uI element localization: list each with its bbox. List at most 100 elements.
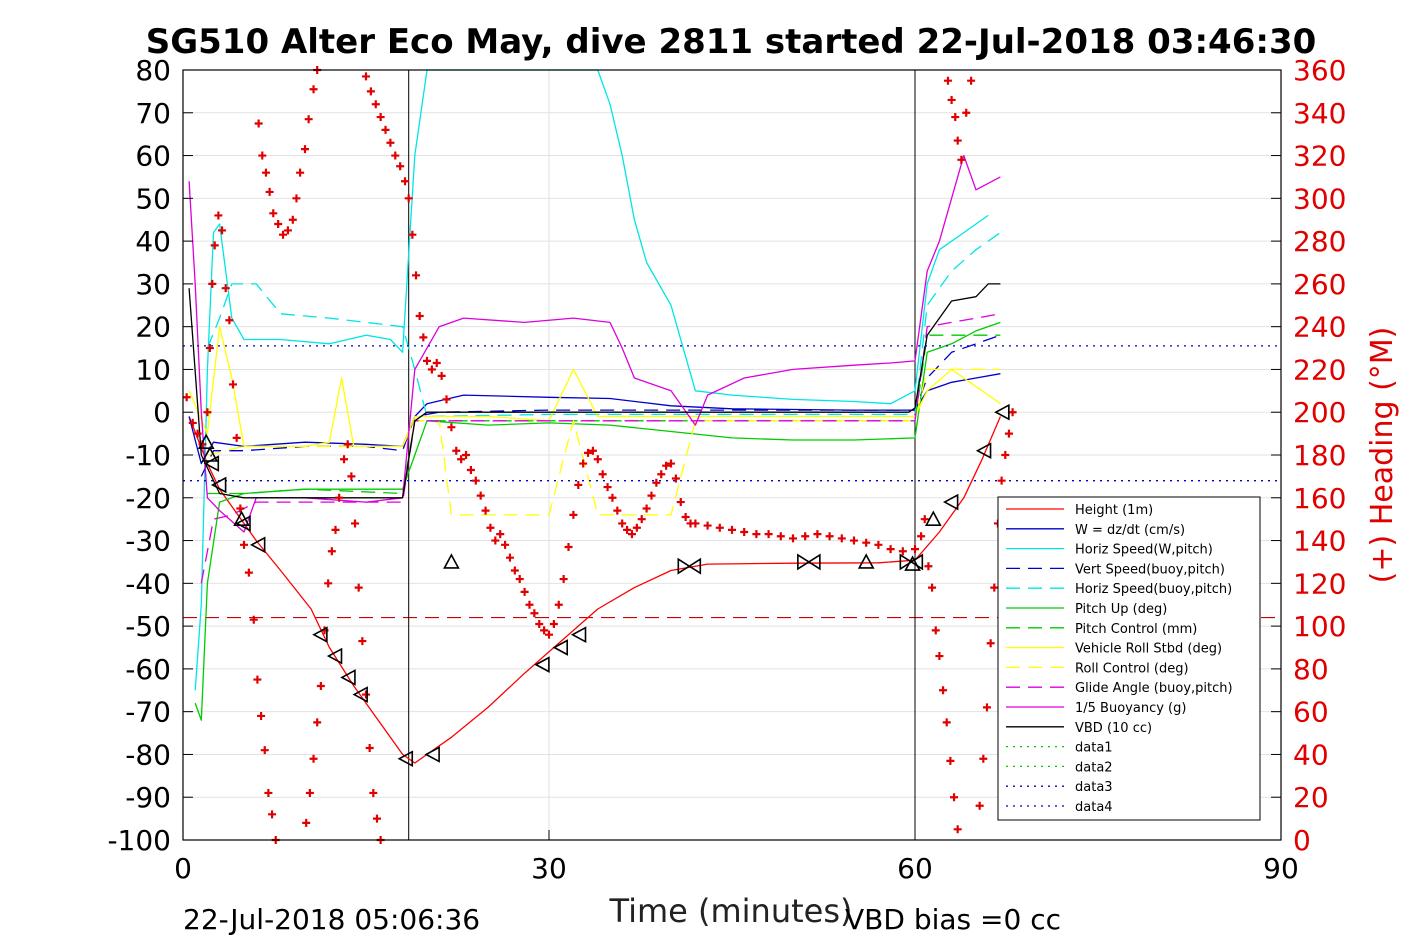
- y-tick-label: 80: [135, 54, 171, 87]
- legend-label: W = dz/dt (cm/s): [1075, 523, 1185, 538]
- heading-point: [862, 538, 871, 547]
- heading-point: [391, 151, 400, 160]
- heading-point: [579, 459, 588, 468]
- y2-tick-label: 180: [1293, 439, 1346, 472]
- heading-point: [225, 316, 234, 325]
- series-line-4: [206, 232, 1001, 418]
- y2-tick-label: 220: [1293, 353, 1346, 386]
- heading-point: [309, 85, 318, 94]
- heading-point: [264, 788, 273, 797]
- heading-point: [942, 718, 951, 727]
- heading-point: [265, 187, 274, 196]
- heading-point: [476, 491, 485, 500]
- heading-point: [740, 528, 749, 536]
- left-triangle-marker: [942, 493, 959, 511]
- heading-point: [244, 568, 253, 577]
- heading-point: [203, 408, 212, 417]
- y-tick-label: -70: [125, 696, 171, 729]
- heading-point: [462, 451, 471, 459]
- heading-point: [662, 461, 671, 470]
- heading-point: [442, 395, 451, 404]
- heading-point: [505, 553, 514, 562]
- legend-label: data1: [1075, 741, 1113, 756]
- heading-point: [381, 125, 390, 134]
- heading-point: [253, 675, 262, 684]
- heading-point: [667, 459, 675, 468]
- heading-point: [401, 177, 410, 186]
- heading-point: [193, 429, 202, 438]
- heading-point: [559, 575, 568, 584]
- left-triangle-marker: [203, 455, 220, 472]
- heading-point: [292, 194, 301, 203]
- heading-point: [588, 446, 597, 455]
- heading-point: [279, 230, 288, 239]
- left-triangle-marker: [235, 515, 251, 532]
- heading-point: [886, 545, 895, 554]
- y2-tick-label: 360: [1293, 54, 1346, 87]
- heading-point: [324, 579, 333, 588]
- heading-point: [501, 540, 510, 549]
- heading-point: [752, 530, 761, 539]
- heading-point: [309, 754, 318, 763]
- heading-point: [257, 711, 266, 720]
- legend-label: VBD (10 cc): [1075, 721, 1152, 736]
- up-triangle-marker: [197, 433, 215, 449]
- heading-point: [1001, 451, 1010, 459]
- heading-point: [569, 510, 578, 519]
- y2-tick-label: 240: [1293, 311, 1346, 344]
- series-line-2: [194, 69, 989, 691]
- bowtie-marker: [899, 553, 924, 571]
- series-line-9: [200, 313, 1001, 584]
- heading-point: [372, 814, 381, 823]
- heading-point: [935, 652, 944, 661]
- legend-label: Vehicle Roll Stbd (deg): [1075, 642, 1222, 657]
- heading-point: [362, 690, 370, 699]
- y2-tick-label: 80: [1293, 653, 1329, 686]
- heading-point: [953, 136, 962, 145]
- right-axis-ticks: 3603403203002802602402202001801601401201…: [1271, 54, 1346, 857]
- heading-point: [386, 138, 395, 147]
- heading-point: [898, 547, 907, 556]
- left-triangle-marker: [249, 536, 266, 554]
- heading-point: [296, 168, 305, 177]
- y-tick-label: -40: [125, 567, 171, 600]
- heading-point: [982, 703, 991, 712]
- heading-point: [351, 519, 360, 528]
- heading-point: [316, 682, 325, 690]
- up-triangle-marker: [443, 553, 460, 569]
- heading-point: [466, 465, 475, 474]
- heading-point: [343, 440, 352, 449]
- y2-tick-label: 200: [1293, 396, 1346, 429]
- y2-tick-label: 60: [1293, 696, 1329, 729]
- left-axis-ticks: 80 70 60 50 40 30 20 10 0 -10 -20 -30 -40 -50 -60 -70 -8…: [107, 54, 193, 857]
- heading-point: [962, 108, 971, 117]
- heading-point: [188, 418, 197, 427]
- heading-point: [210, 241, 219, 250]
- heading-point: [452, 446, 461, 455]
- heading-point: [525, 600, 534, 609]
- heading-point: [545, 630, 553, 639]
- heading-point: [917, 532, 926, 541]
- heading-point: [327, 547, 336, 556]
- series-layer: [183, 69, 1281, 764]
- heading-point: [254, 119, 263, 128]
- heading-point: [301, 145, 309, 154]
- heading-point: [258, 151, 267, 160]
- heading-point: [423, 356, 431, 365]
- bowtie-marker: [677, 557, 702, 575]
- heading-point: [950, 793, 959, 802]
- heading-point: [358, 637, 367, 646]
- x-axis-ticks: 0 30 60 90: [174, 830, 1299, 885]
- heading-point: [302, 818, 311, 827]
- heading-point: [764, 530, 773, 539]
- heading-point: [549, 619, 558, 628]
- heading-point: [208, 279, 217, 288]
- legend-label: Horiz Speed(buoy,pitch): [1075, 582, 1232, 597]
- heading-point: [396, 162, 405, 171]
- heading-point: [313, 718, 322, 727]
- legend-label: Horiz Speed(W,pitch): [1075, 543, 1213, 558]
- heading-point: [1004, 429, 1013, 438]
- legend-label: Pitch Control (mm): [1075, 622, 1197, 637]
- legend-label: data4: [1075, 800, 1113, 815]
